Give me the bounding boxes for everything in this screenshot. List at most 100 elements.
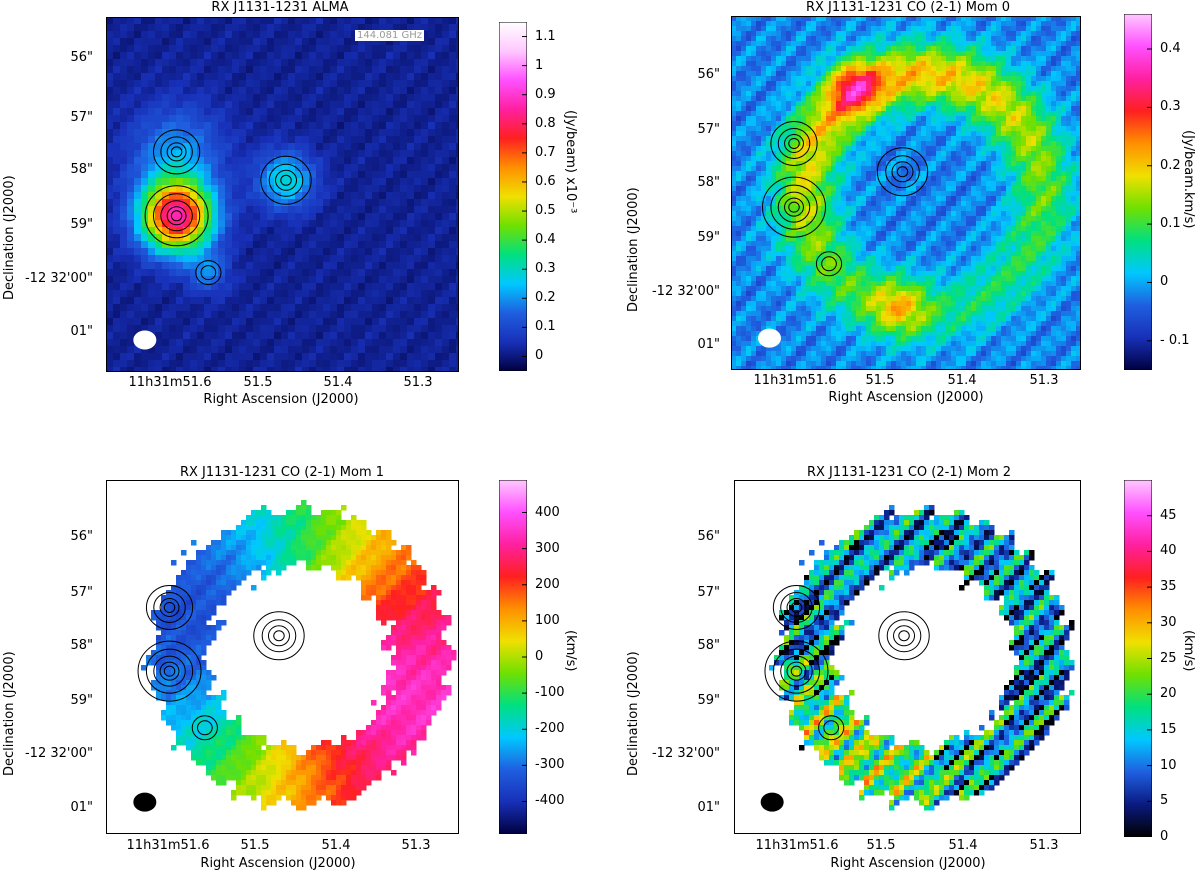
y-axis-title: Declination (J2000)	[2, 651, 17, 776]
x-tick-label: 51.5	[865, 373, 895, 388]
colorbar-mom2	[1124, 480, 1152, 837]
plot-frame	[106, 17, 459, 372]
y-tick-label: 57"	[697, 585, 720, 600]
y-tick-label: 58"	[70, 162, 93, 177]
colorbar-tick-label: 0.4	[1160, 41, 1181, 57]
y-tick-label: -12 32'00"	[24, 746, 93, 761]
colorbar-tick-label: 200	[535, 576, 560, 592]
plot-frame	[734, 480, 1081, 834]
y-tick-label: -12 32'00"	[651, 284, 720, 299]
co-mom0-map	[731, 16, 1081, 370]
x-axis-title: Right Ascension (J2000)	[203, 392, 359, 407]
alma-contours	[137, 584, 305, 741]
colorbar-tick-label: - 0.1	[1160, 332, 1190, 348]
colorbar-tick-label: 400	[535, 504, 560, 520]
colorbar-tick-label: 0.2	[535, 290, 556, 306]
panel-title-mom1: RX J1131-1231 CO (2-1) Mom 1	[179, 465, 385, 480]
x-axis-title: Right Ascension (J2000)	[828, 390, 984, 405]
alma-contours	[764, 584, 930, 741]
y-tick-label: -12 32'00"	[651, 746, 720, 761]
colorbar-tick-label: 100	[535, 612, 560, 628]
colorbar-tick-label: 0.1	[1160, 216, 1181, 232]
map-pixels	[141, 500, 457, 811]
x-tick-label: 51.3	[403, 375, 433, 390]
co-mom1-map	[106, 480, 459, 834]
colorbar-tick-label: 1.1	[535, 28, 556, 44]
x-tick-label: 11h31m51.6	[126, 838, 210, 853]
x-tick-label: 11h31m51.6	[755, 838, 839, 853]
co-mom2-map	[734, 480, 1081, 834]
y-axis-title: Declination (J2000)	[626, 651, 641, 776]
colorbar-tick-label: 0	[1160, 274, 1169, 290]
map-pixels	[731, 16, 1081, 370]
colorbar-tick-label: 0.8	[535, 115, 556, 131]
colorbar-alma	[499, 22, 527, 371]
colorbar-tick-label: 0.6	[535, 173, 556, 189]
colorbar-tick-label: 0.7	[535, 144, 556, 160]
colorbar-tick-label: 35	[1160, 579, 1177, 595]
colorbar-tick-label: 0.2	[1160, 157, 1181, 173]
alma-continuum-map	[106, 17, 459, 372]
colorbar-gradient	[499, 22, 527, 371]
colorbar-tick-label: 10	[1160, 757, 1177, 773]
y-tick-label: 56"	[70, 50, 93, 65]
colorbar-tick-label: -400	[535, 793, 565, 809]
x-tick-label: 51.4	[948, 838, 978, 853]
y-tick-label: 57"	[70, 585, 93, 600]
colorbar-mom1	[499, 480, 527, 834]
x-tick-label: 11h31m51.6	[128, 375, 212, 390]
colorbar-tick-label: 30	[1160, 614, 1177, 630]
x-axis-title: Right Ascension (J2000)	[830, 856, 986, 871]
colorbar-tick-label: 0	[535, 348, 544, 364]
x-tick-label: 51.4	[947, 373, 977, 388]
colorbar-tick-label: 5	[1160, 793, 1169, 809]
colorbar-tick-label: -200	[535, 721, 565, 737]
x-tick-label: 51.5	[240, 838, 270, 853]
x-tick-label: 51.3	[1029, 838, 1059, 853]
colorbar-gradient	[1124, 14, 1152, 370]
beam-ellipse	[133, 330, 157, 350]
colorbar-tick-label: 0.4	[535, 232, 556, 248]
panel-title-mom2: RX J1131-1231 CO (2-1) Mom 2	[806, 465, 1012, 480]
colorbar-tick-label: 0.3	[1160, 99, 1181, 115]
colorbar-mom0	[1124, 14, 1152, 370]
colorbar-tick-label: 0.1	[535, 319, 556, 335]
colorbar-title: (Jy/beam.km/s)	[1181, 130, 1196, 229]
beam-ellipse	[758, 328, 781, 348]
colorbar-tick-label: 45	[1160, 507, 1177, 523]
y-tick-label: 57"	[70, 110, 93, 125]
colorbar-tick-label: 0	[535, 649, 544, 664]
y-tick-label: 01"	[70, 324, 93, 339]
panel-title-mom0: RX J1131-1231 CO (2-1) Mom 0	[805, 0, 1011, 15]
y-tick-label: 01"	[697, 337, 720, 352]
alma-contours	[144, 129, 312, 286]
y-tick-label: 56"	[70, 529, 93, 544]
y-tick-label: 56"	[697, 67, 720, 82]
colorbar-title: (km/s)	[1181, 630, 1196, 672]
map-pixels	[106, 17, 459, 372]
y-axis-title: Declination (J2000)	[2, 175, 17, 300]
y-tick-label: 59"	[70, 217, 93, 232]
x-tick-label: 51.5	[243, 375, 273, 390]
y-tick-label: 59"	[697, 693, 720, 708]
map-pixels	[769, 505, 1075, 811]
frequency-label: 144.081 GHz	[355, 30, 425, 41]
colorbar-tick-label: 15	[1160, 721, 1177, 737]
y-tick-label: 01"	[70, 800, 93, 815]
y-axis-title: Declination (J2000)	[626, 187, 641, 312]
colorbar-tick-label: 0.5	[535, 203, 556, 219]
x-axis-title: Right Ascension (J2000)	[200, 856, 356, 871]
plot-frame	[106, 480, 459, 834]
beam-ellipse	[133, 792, 157, 812]
colorbar-tick-label: -300	[535, 757, 565, 773]
colorbar-tick-label: -100	[535, 685, 565, 701]
x-tick-label: 51.4	[321, 838, 351, 853]
x-tick-label: 51.5	[866, 838, 896, 853]
y-tick-label: 59"	[70, 693, 93, 708]
beam-ellipse	[760, 792, 784, 812]
y-tick-label: 56"	[697, 529, 720, 544]
y-tick-label: 58"	[697, 638, 720, 653]
colorbar-title: (Jy/beam) x10⁻³	[563, 110, 578, 214]
colorbar-tick-label: 0.3	[535, 261, 556, 277]
colorbar-tick-label: 0	[1160, 829, 1169, 844]
